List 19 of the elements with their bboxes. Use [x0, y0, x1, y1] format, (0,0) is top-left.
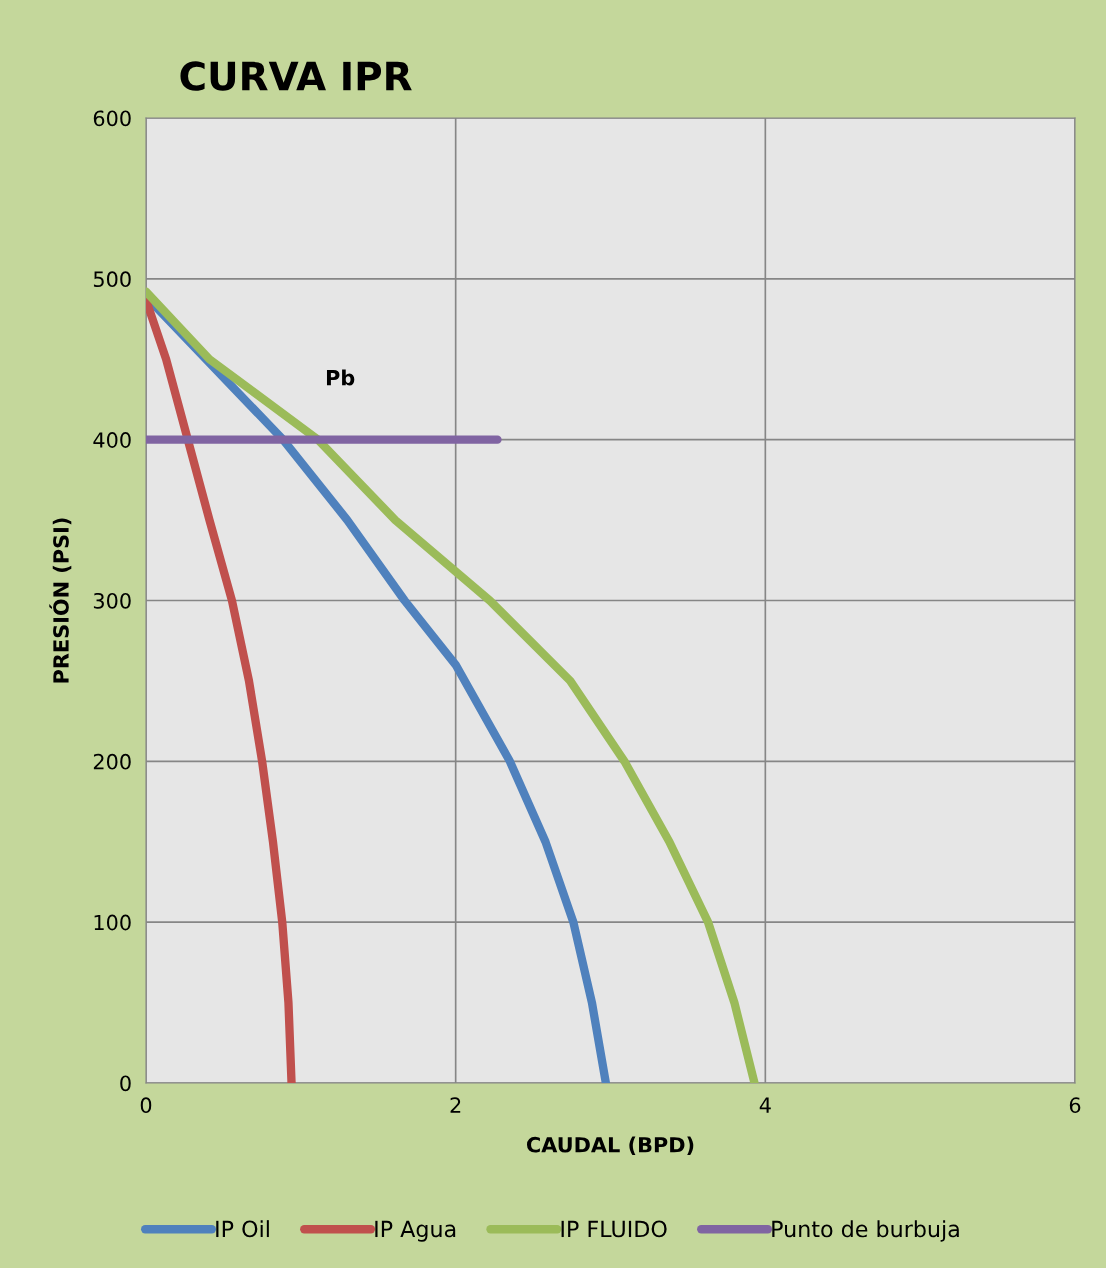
legend-label: IP FLUIDO	[561, 1220, 667, 1238]
annotation: Pb	[326, 369, 355, 386]
y-tick-label: 200	[93, 753, 131, 770]
y-tick-label: 0	[120, 1075, 131, 1092]
y-tick-label: 100	[94, 914, 131, 931]
y-axis-title: PRESIÓN (PSI)	[49, 518, 72, 683]
chart-title: CURVA IPR	[180, 61, 412, 91]
y-tick-label: 600	[93, 110, 131, 127]
x-tick-label: 2	[450, 1097, 461, 1113]
legend-label: Punto de burbuja	[772, 1220, 959, 1242]
x-tick-label: 0	[140, 1097, 152, 1114]
x-axis-title: CAUDAL (BPD)	[526, 1136, 694, 1156]
x-tick-label: 6	[1069, 1097, 1081, 1114]
y-tick-label: 500	[93, 271, 131, 288]
legend-label: IP Oil	[216, 1220, 269, 1238]
y-tick-label: 300	[93, 592, 131, 609]
x-tick-label: 4	[759, 1097, 771, 1113]
legend-label: IP Agua	[375, 1220, 456, 1242]
y-tick-label: 400	[93, 432, 131, 448]
